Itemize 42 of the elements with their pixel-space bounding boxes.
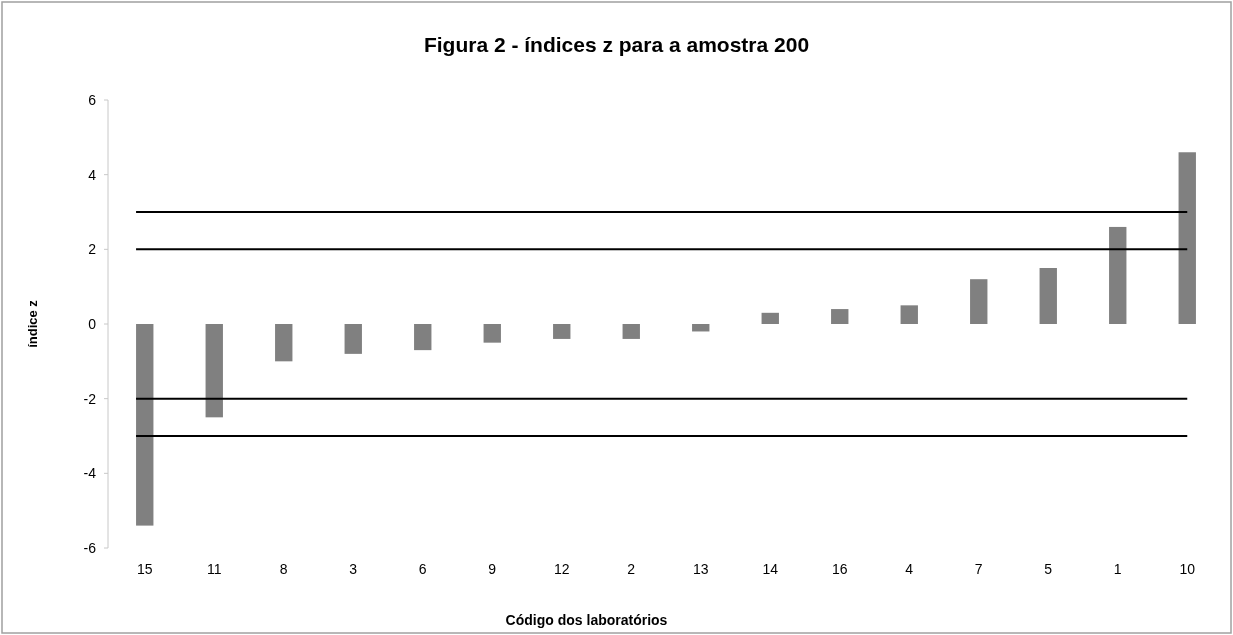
bar <box>344 324 362 354</box>
x-tick-label: 13 <box>692 561 709 577</box>
x-tick-label: 16 <box>831 561 848 577</box>
bar <box>831 309 849 324</box>
y-tick-label: 0 <box>88 315 97 332</box>
bar <box>483 324 501 343</box>
bar <box>1109 226 1127 324</box>
x-axis-title: Código dos laboratórios <box>505 612 668 628</box>
bar <box>275 324 293 362</box>
x-tick-label: 11 <box>206 561 222 577</box>
x-tick-label: 5 <box>1044 561 1053 577</box>
y-tick-label: 2 <box>88 241 97 258</box>
x-tick-label: 6 <box>418 561 427 577</box>
x-tick-label: 3 <box>349 561 358 577</box>
bar <box>1039 268 1057 324</box>
x-tick-label: 1 <box>1113 561 1122 577</box>
x-tick-label: 15 <box>136 561 153 577</box>
x-tick-label: 7 <box>974 561 983 577</box>
bar <box>205 324 223 418</box>
bar <box>553 324 571 339</box>
bar <box>414 324 432 351</box>
bar <box>622 324 640 339</box>
x-tick-label: 10 <box>1179 561 1196 577</box>
bar <box>692 324 710 332</box>
y-tick-label: -4 <box>83 465 97 482</box>
bar <box>1178 152 1196 324</box>
bar <box>761 312 779 324</box>
y-axis-title: índice z <box>25 299 40 348</box>
y-tick-label: -2 <box>83 390 97 407</box>
x-tick-label: 8 <box>279 561 288 577</box>
x-tick-label: 2 <box>627 561 636 577</box>
bar <box>970 279 988 324</box>
y-tick-label: 6 <box>88 91 97 108</box>
bar <box>136 324 154 526</box>
bar <box>900 305 918 324</box>
chart-title: Figura 2 - índices z para a amostra 200 <box>423 33 810 56</box>
x-tick-label: 12 <box>553 561 570 577</box>
y-tick-label: -6 <box>83 539 97 556</box>
x-tick-label: 14 <box>762 561 779 577</box>
x-tick-label: 4 <box>905 561 914 577</box>
y-tick-label: 4 <box>88 166 97 183</box>
x-tick-label: 9 <box>488 561 497 577</box>
